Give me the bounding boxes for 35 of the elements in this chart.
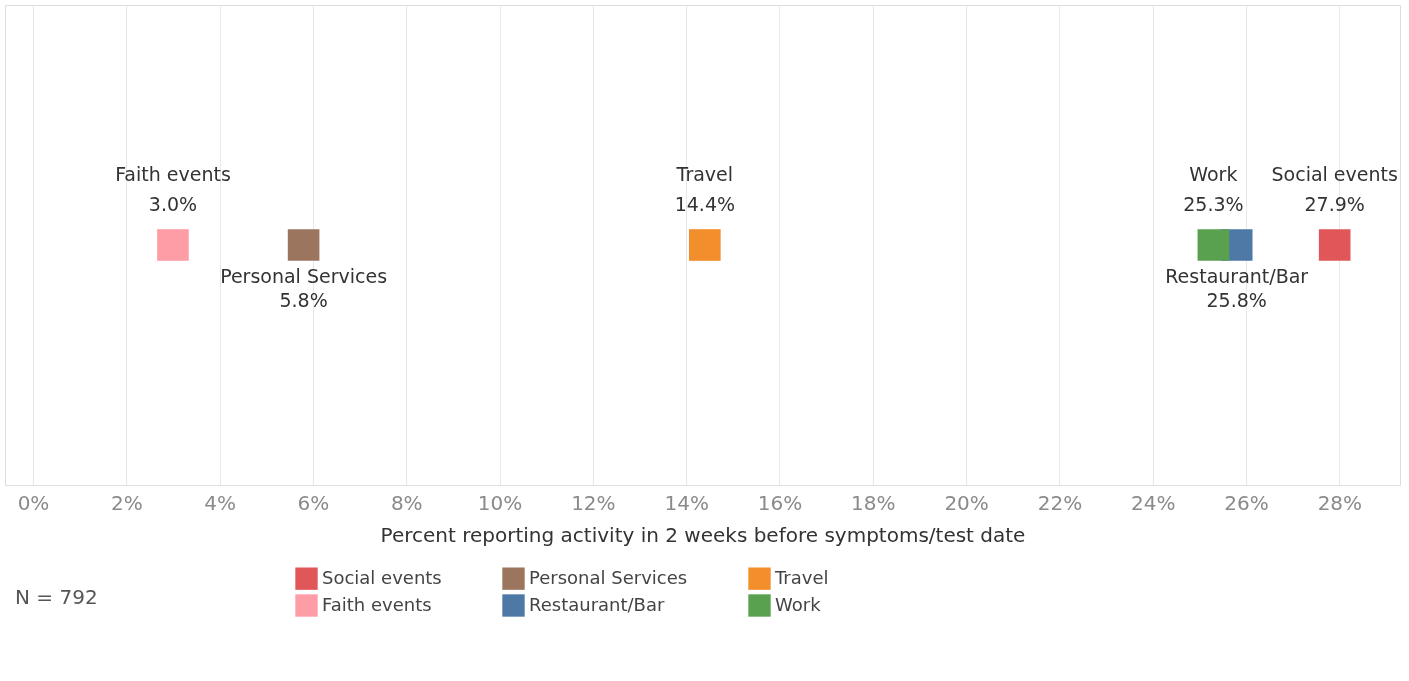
data-label: 27.9% — [1304, 193, 1365, 215]
data-label: 5.8% — [279, 289, 328, 311]
x-tick-label: 28% — [1317, 490, 1363, 515]
x-tick-label: 4% — [204, 490, 236, 515]
x-tick-label: 16% — [757, 490, 803, 515]
legend-label: Social events — [322, 566, 442, 588]
text: Work — [1189, 163, 1238, 185]
text: Restaurant/Bar — [1165, 265, 1309, 287]
text: Travel — [676, 163, 734, 185]
text: Social events — [1271, 163, 1398, 185]
legend-label: Travel — [774, 566, 829, 588]
x-tick-label: 24% — [1131, 490, 1176, 515]
x-tick-label: 18% — [851, 490, 896, 515]
text: Personal Services — [220, 265, 388, 287]
x-tick-label: 26% — [1224, 490, 1269, 515]
data-label: 14.4% — [674, 193, 736, 215]
legend-label: Restaurant/Bar — [529, 593, 665, 615]
text: Faith events — [115, 163, 231, 185]
x-axis-title: Percent reporting activity in 2 weeks before symptoms/test date — [380, 522, 1026, 547]
data-label: 25.8% — [1206, 289, 1267, 311]
x-tick-label: 20% — [944, 490, 989, 515]
x-tick-label: 14% — [664, 490, 709, 515]
x-tick-label: 12% — [571, 490, 616, 515]
legend-label: Work — [775, 593, 822, 615]
data-label: 3.0% — [148, 193, 198, 215]
x-tick-label: 8% — [390, 490, 423, 515]
data-label: 25.3% — [1183, 193, 1244, 215]
x-tick-label: 6% — [297, 490, 330, 515]
x-tick-label: 22% — [1037, 490, 1083, 515]
legend-label: Personal Services — [529, 566, 688, 588]
text: N = 792 — [15, 585, 98, 609]
x-tick-label: 0% — [17, 490, 50, 515]
legend-label: Faith events — [322, 593, 432, 615]
x-tick-label: 10% — [477, 490, 523, 515]
x-tick-label: 2% — [110, 490, 143, 515]
